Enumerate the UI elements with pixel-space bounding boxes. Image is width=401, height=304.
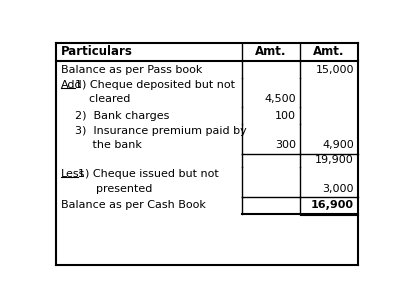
- Text: 4,500: 4,500: [263, 94, 295, 104]
- Text: Particulars: Particulars: [61, 45, 133, 58]
- Text: 19,900: 19,900: [314, 155, 353, 165]
- Text: 3)  Insurance premium paid by: 3) Insurance premium paid by: [61, 126, 246, 136]
- Text: 4,900: 4,900: [322, 140, 353, 150]
- Text: Less: Less: [61, 169, 85, 179]
- Text: 2)  Bank charges: 2) Bank charges: [61, 111, 169, 121]
- Text: 16,900: 16,900: [310, 200, 353, 210]
- Text: cleared: cleared: [61, 94, 130, 104]
- Text: 1) Cheque deposited but not: 1) Cheque deposited but not: [75, 80, 235, 90]
- Text: 100: 100: [274, 111, 295, 121]
- Text: Balance as per Cash Book: Balance as per Cash Book: [61, 200, 205, 210]
- Text: 1) Cheque issued but not: 1) Cheque issued but not: [78, 169, 219, 179]
- Text: Add: Add: [61, 80, 83, 90]
- Text: Balance as per Pass book: Balance as per Pass book: [61, 64, 202, 74]
- Text: 15,000: 15,000: [315, 64, 353, 74]
- Text: Amt.: Amt.: [312, 45, 344, 58]
- Text: 3,000: 3,000: [322, 184, 353, 194]
- Text: the bank: the bank: [61, 140, 142, 150]
- Text: presented: presented: [61, 184, 152, 194]
- Text: Amt.: Amt.: [254, 45, 286, 58]
- Text: 300: 300: [274, 140, 295, 150]
